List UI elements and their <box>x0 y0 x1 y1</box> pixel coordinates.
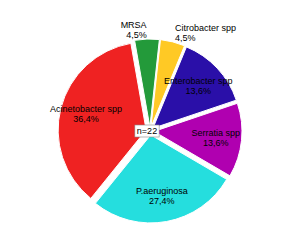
chart-root: MRSA4,5%Citrobacter spp4,5%Enterobacter … <box>0 0 300 238</box>
annotation-box <box>135 125 159 137</box>
slice-value-label: 4,5% <box>175 33 196 43</box>
pie-chart: MRSA4,5%Citrobacter spp4,5%Enterobacter … <box>0 0 300 238</box>
slice-value-label: 36,4% <box>73 114 99 124</box>
labels: MRSA4,5%Citrobacter spp4,5%Enterobacter … <box>50 20 240 206</box>
slices <box>58 39 242 223</box>
slice-label: P.aeruginosa <box>136 186 188 196</box>
slice-label: Enterobacter spp <box>164 76 233 86</box>
slice-value-label: 27,4% <box>149 196 175 206</box>
pie-slice <box>58 43 146 198</box>
slice-value-label: 13,6% <box>203 138 229 148</box>
slice-label: Acinetobacter spp <box>50 104 122 114</box>
slice-label: Citrobacter spp <box>175 23 236 33</box>
slice-value-label: 13,6% <box>185 86 211 96</box>
slice-label: MRSA <box>121 20 147 30</box>
slice-label: Serratia spp <box>191 128 240 138</box>
annotation-text: n=22 <box>137 126 157 136</box>
center-annotation: n=22 <box>135 125 159 137</box>
slice-value-label: 4,5% <box>126 30 147 40</box>
